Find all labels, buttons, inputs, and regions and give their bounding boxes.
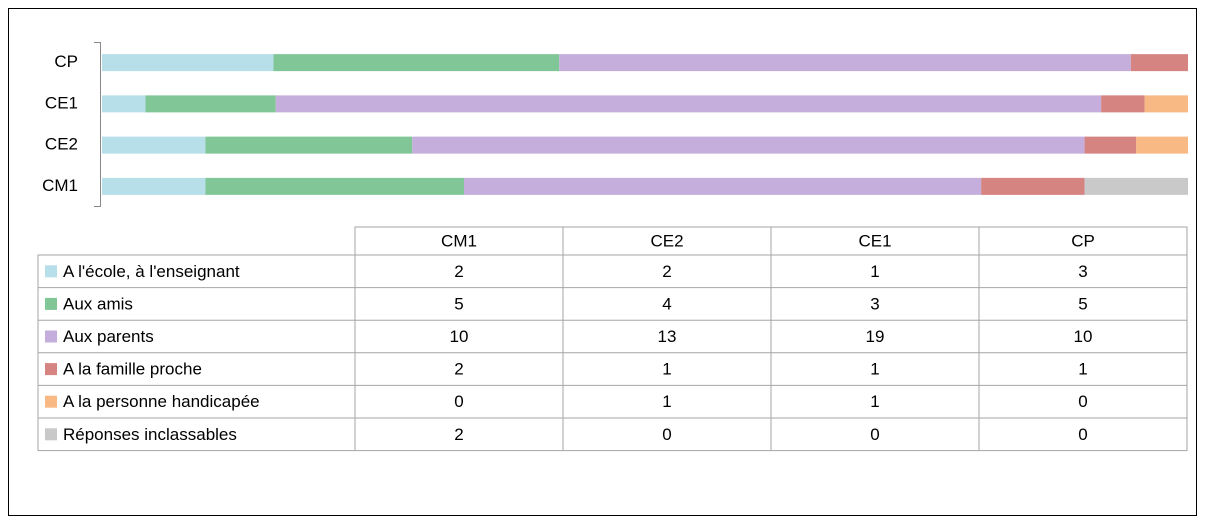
bar-segment <box>1101 95 1145 113</box>
bar-segment <box>981 177 1085 195</box>
table-column-header: CM1 <box>441 231 477 250</box>
legend-key <box>45 428 57 441</box>
bar-segment <box>273 54 560 72</box>
table-cell: 0 <box>870 425 879 444</box>
table-cell: 2 <box>454 262 463 281</box>
table-cell: 1 <box>870 262 879 281</box>
chart-border <box>8 8 1197 516</box>
table-cell: 1 <box>1078 360 1087 379</box>
table-cell: 13 <box>658 327 677 346</box>
legend-label: A la famille proche <box>63 360 202 379</box>
bar-segment <box>102 136 206 154</box>
table-cell: 0 <box>1078 425 1087 444</box>
bar-segment <box>412 136 1085 154</box>
table-cell: 1 <box>870 392 879 411</box>
table-cell: 2 <box>454 425 463 444</box>
table-column-header: CE1 <box>858 231 891 250</box>
bar-segment <box>145 95 276 113</box>
table-cell: 1 <box>870 360 879 379</box>
y-tick-label: CE2 <box>45 135 78 154</box>
bar-segment <box>102 54 274 72</box>
legend-key <box>45 363 57 376</box>
table-cell: 10 <box>1074 327 1093 346</box>
bar-segment <box>1084 177 1188 195</box>
table-column-header: CE2 <box>650 231 683 250</box>
table-cell: 0 <box>454 392 463 411</box>
table-cell: 4 <box>662 294 671 313</box>
y-tick-label: CE1 <box>45 93 78 112</box>
bar-segment <box>464 177 982 195</box>
bar-segment <box>275 95 1102 113</box>
table-cell: 5 <box>1078 294 1087 313</box>
bar-segment <box>1136 136 1188 154</box>
table-cell: 5 <box>454 294 463 313</box>
table-cell: 0 <box>1078 392 1087 411</box>
table-cell: 0 <box>662 425 671 444</box>
bar-segment <box>559 54 1131 72</box>
table-cell: 1 <box>662 360 671 379</box>
bar-segment <box>205 136 413 154</box>
table-cell: 10 <box>450 327 469 346</box>
table-cell: 1 <box>662 392 671 411</box>
table-cell: 2 <box>662 262 671 281</box>
table-cell: 2 <box>454 360 463 379</box>
legend-key <box>45 297 57 310</box>
legend-label: A l'école, à l'enseignant <box>63 262 240 281</box>
bar-segment <box>1130 54 1188 72</box>
legend-label: Aux parents <box>63 327 154 346</box>
y-tick-label: CM1 <box>42 176 78 195</box>
table-cell: 3 <box>1078 262 1087 281</box>
legend-key <box>45 265 57 278</box>
bar-segment <box>102 177 206 195</box>
legend-key <box>45 330 57 343</box>
legend-label: Réponses inclassables <box>63 425 237 444</box>
bar-segment <box>102 95 146 113</box>
legend-label: Aux amis <box>63 294 133 313</box>
legend-key <box>45 395 57 408</box>
bar-segment <box>1144 95 1188 113</box>
table-cell: 19 <box>866 327 885 346</box>
table-column-header: CP <box>1071 231 1095 250</box>
bar-segment <box>205 177 464 195</box>
table-cell: 3 <box>870 294 879 313</box>
legend-label: A la personne handicapée <box>63 392 260 411</box>
y-tick-label: CP <box>54 52 78 71</box>
bar-segment <box>1084 136 1137 154</box>
